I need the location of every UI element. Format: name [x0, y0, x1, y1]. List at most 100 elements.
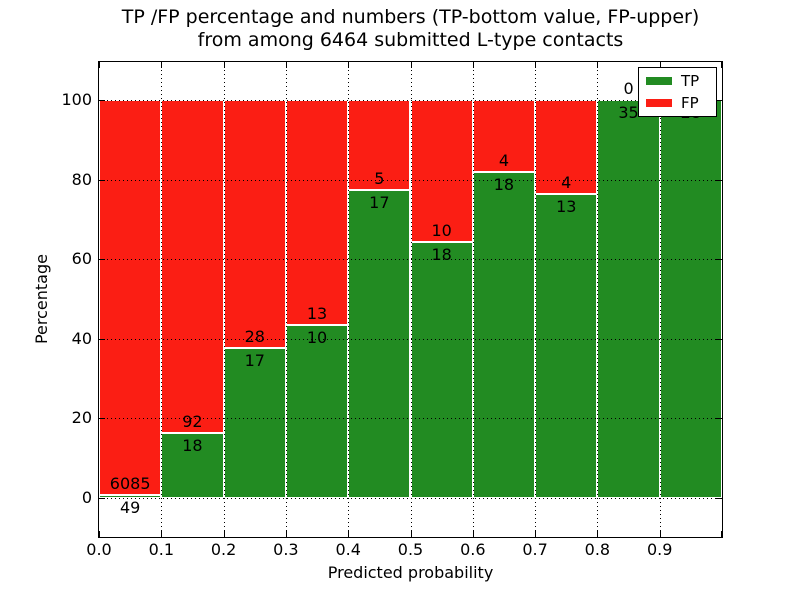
gridline-vertical — [472, 62, 474, 537]
gridline-vertical — [348, 62, 350, 537]
x-tick-label: 0.6 — [460, 540, 486, 559]
tp-count-label: 18 — [431, 245, 452, 265]
fp-count-label: 5 — [374, 169, 385, 189]
tick-mark — [472, 531, 474, 537]
x-tick-label: 0.4 — [335, 540, 361, 559]
x-tick-label: 0.3 — [273, 540, 299, 559]
tp-bar-segment — [161, 432, 224, 498]
tp-legend-swatch — [646, 77, 672, 85]
tp-bar-segment — [472, 172, 536, 498]
gridline-vertical — [285, 62, 287, 537]
fp-legend-label: FP — [681, 94, 699, 112]
y-tick-label: 60 — [71, 249, 92, 269]
tick-mark — [99, 259, 105, 261]
tick-mark — [659, 62, 661, 68]
tick-mark — [99, 418, 105, 420]
plot-area: TP FP 6085 49 92 18 28 17 13 10 5 17 10 18 4 18 4 13 0 35… — [98, 61, 723, 538]
tick-mark — [161, 62, 163, 68]
fp-count-label: 28 — [244, 326, 265, 346]
tick-mark — [99, 62, 100, 68]
y-tick-label: 100 — [61, 90, 92, 109]
legend-entry-fp: FP — [646, 94, 716, 112]
x-tick-label: 0.9 — [646, 540, 673, 559]
tp-count-label: 49 — [119, 497, 141, 517]
gridline-vertical — [659, 62, 661, 537]
tick-mark — [721, 62, 722, 68]
tp-count-label: 10 — [306, 327, 328, 347]
tp-bar-segment — [99, 494, 162, 498]
tp-bar-segment — [285, 324, 349, 498]
tp-count-label: 18 — [182, 435, 203, 455]
tick-mark — [99, 100, 105, 101]
tp-bar-segment — [223, 347, 286, 498]
tick-mark — [535, 62, 537, 68]
x-axis-label: Predicted probability — [327, 563, 494, 582]
tick-mark — [99, 179, 105, 181]
legend-entry-tp: TP — [646, 72, 716, 90]
y-tick-label: 80 — [71, 169, 92, 189]
tick-mark — [659, 531, 661, 537]
fp-bar-segment — [410, 100, 473, 243]
gridline-vertical — [597, 62, 599, 537]
tick-mark — [721, 531, 722, 537]
fp-count-label: 4 — [561, 172, 572, 192]
tick-mark — [472, 62, 474, 68]
tp-bar-segment — [659, 100, 722, 498]
tick-mark — [410, 531, 412, 537]
tp-count-label: 13 — [556, 196, 577, 216]
tick-mark — [597, 62, 599, 68]
y-axis-label: Percentage — [32, 254, 51, 345]
x-tick-label: 0.8 — [584, 540, 611, 559]
fp-bar-segment — [161, 100, 224, 433]
tick-mark — [535, 531, 537, 537]
tp-count-label: 35 — [618, 103, 639, 122]
fp-legend-swatch — [646, 99, 672, 107]
x-tick-label: 0.7 — [522, 540, 548, 559]
tp-bar-segment — [597, 100, 660, 498]
y-tick-label: 40 — [71, 328, 92, 348]
tick-mark — [161, 531, 163, 537]
gridline-vertical — [161, 62, 163, 537]
tp-legend-label: TP — [681, 72, 700, 90]
tick-mark — [99, 531, 100, 537]
gridline-vertical — [223, 62, 225, 537]
tick-mark — [285, 62, 287, 68]
tick-mark — [597, 531, 599, 537]
fp-count-label: 4 — [498, 151, 510, 171]
x-tick-label: 0.2 — [210, 540, 237, 559]
tick-mark — [285, 531, 287, 537]
tick-mark — [99, 338, 105, 340]
x-tick-label: 0.5 — [397, 540, 424, 559]
fp-bar-segment — [99, 100, 162, 495]
gridline-vertical — [410, 62, 412, 537]
tick-mark — [99, 498, 105, 499]
fp-count-label: 6085 — [109, 473, 151, 493]
tp-bar-segment — [348, 190, 411, 498]
fp-count-label: 13 — [306, 303, 328, 323]
gridline-vertical — [535, 62, 537, 537]
fp-bar-segment — [348, 100, 411, 191]
tick-mark — [348, 62, 350, 68]
y-tick-label: 20 — [71, 408, 92, 428]
tick-mark — [716, 100, 722, 101]
tick-mark — [223, 62, 225, 68]
tp-bar-segment — [410, 242, 473, 498]
fp-count-label: 92 — [182, 411, 203, 431]
x-tick-label: 0.0 — [86, 540, 112, 559]
legend: TP FP — [638, 67, 717, 117]
tick-mark — [716, 338, 722, 340]
tp-count-label: 18 — [493, 175, 515, 195]
chart-title-line1: TP /FP percentage and numbers (TP-bottom… — [121, 6, 700, 28]
y-tick-label: 0 — [81, 488, 92, 507]
fp-count-label: 10 — [431, 221, 452, 241]
tp-count-label: 17 — [369, 193, 390, 213]
fp-count-label: 0 — [623, 79, 634, 98]
tick-mark — [716, 179, 722, 181]
fp-bar-segment — [285, 100, 349, 325]
tp-count-label: 17 — [244, 350, 265, 370]
tick-mark — [410, 62, 412, 68]
tick-mark — [348, 531, 350, 537]
x-tick-label: 0.1 — [148, 540, 175, 559]
tick-mark — [716, 418, 722, 420]
